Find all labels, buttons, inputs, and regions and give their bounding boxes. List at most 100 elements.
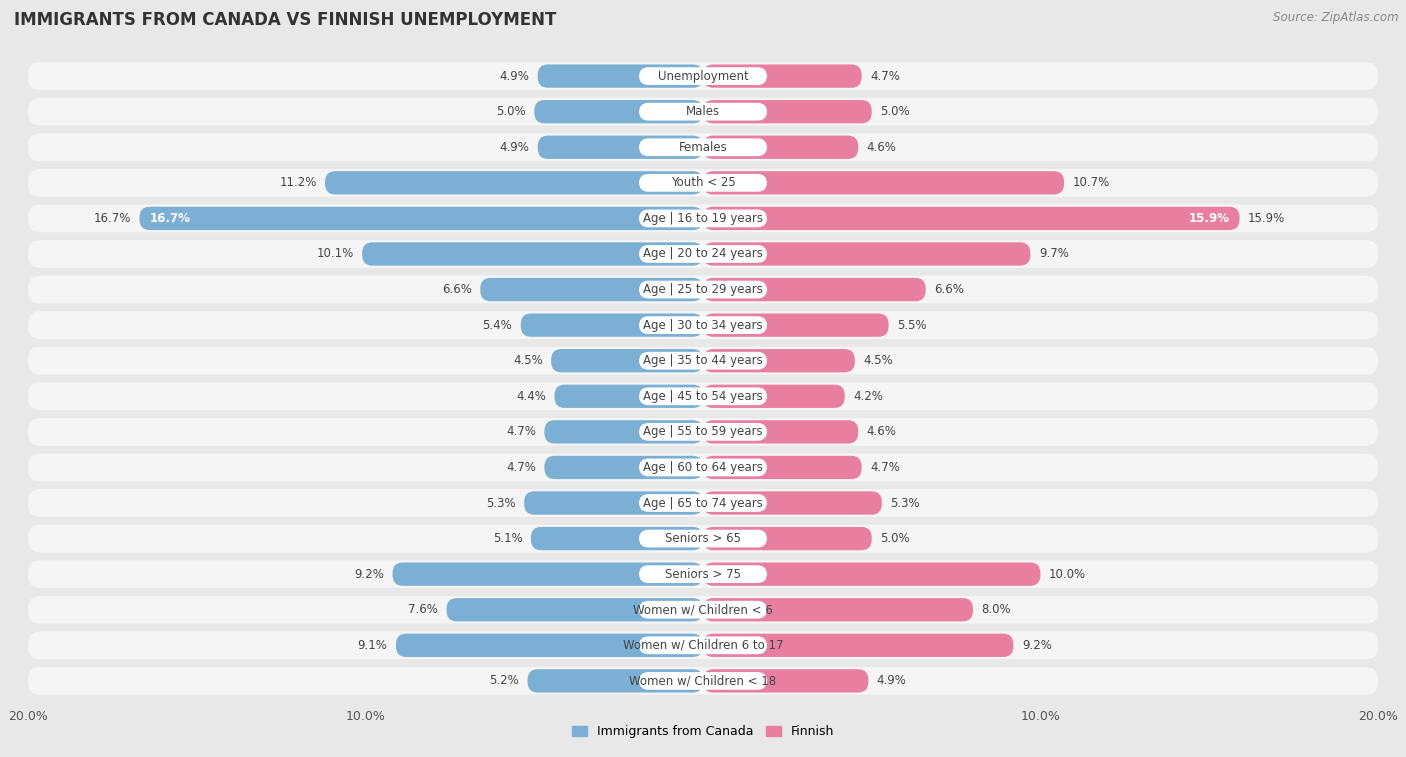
Text: 9.2%: 9.2% [1022, 639, 1052, 652]
FancyBboxPatch shape [28, 133, 1378, 161]
Text: Women w/ Children 6 to 17: Women w/ Children 6 to 17 [623, 639, 783, 652]
Text: 6.6%: 6.6% [441, 283, 472, 296]
FancyBboxPatch shape [638, 601, 768, 618]
Text: 16.7%: 16.7% [149, 212, 190, 225]
FancyBboxPatch shape [544, 420, 703, 444]
Text: 9.7%: 9.7% [1039, 248, 1069, 260]
Text: 4.9%: 4.9% [499, 141, 529, 154]
Text: Males: Males [686, 105, 720, 118]
FancyBboxPatch shape [638, 67, 768, 85]
FancyBboxPatch shape [520, 313, 703, 337]
Text: Women w/ Children < 6: Women w/ Children < 6 [633, 603, 773, 616]
FancyBboxPatch shape [554, 385, 703, 408]
FancyBboxPatch shape [28, 276, 1378, 304]
FancyBboxPatch shape [544, 456, 703, 479]
FancyBboxPatch shape [638, 103, 768, 120]
Text: 5.0%: 5.0% [496, 105, 526, 118]
FancyBboxPatch shape [534, 100, 703, 123]
FancyBboxPatch shape [703, 349, 855, 372]
FancyBboxPatch shape [703, 669, 869, 693]
FancyBboxPatch shape [28, 525, 1378, 553]
FancyBboxPatch shape [396, 634, 703, 657]
FancyBboxPatch shape [638, 174, 768, 192]
Text: 10.7%: 10.7% [1073, 176, 1109, 189]
Text: 5.0%: 5.0% [880, 105, 910, 118]
Text: Age | 45 to 54 years: Age | 45 to 54 years [643, 390, 763, 403]
Text: Age | 20 to 24 years: Age | 20 to 24 years [643, 248, 763, 260]
FancyBboxPatch shape [638, 316, 768, 334]
FancyBboxPatch shape [28, 382, 1378, 410]
Text: Women w/ Children < 18: Women w/ Children < 18 [630, 674, 776, 687]
Text: 16.7%: 16.7% [94, 212, 131, 225]
FancyBboxPatch shape [638, 210, 768, 227]
Text: 8.0%: 8.0% [981, 603, 1011, 616]
FancyBboxPatch shape [524, 491, 703, 515]
FancyBboxPatch shape [703, 207, 1240, 230]
FancyBboxPatch shape [638, 637, 768, 654]
Text: 11.2%: 11.2% [280, 176, 316, 189]
FancyBboxPatch shape [325, 171, 703, 195]
Text: 9.1%: 9.1% [357, 639, 388, 652]
FancyBboxPatch shape [703, 385, 845, 408]
FancyBboxPatch shape [28, 240, 1378, 268]
Text: 10.1%: 10.1% [316, 248, 354, 260]
Text: 4.9%: 4.9% [877, 674, 907, 687]
FancyBboxPatch shape [703, 171, 1064, 195]
FancyBboxPatch shape [531, 527, 703, 550]
FancyBboxPatch shape [638, 245, 768, 263]
FancyBboxPatch shape [703, 456, 862, 479]
Text: Source: ZipAtlas.com: Source: ZipAtlas.com [1274, 11, 1399, 24]
FancyBboxPatch shape [28, 204, 1378, 232]
Text: 4.5%: 4.5% [513, 354, 543, 367]
Text: Unemployment: Unemployment [658, 70, 748, 83]
Text: Age | 30 to 34 years: Age | 30 to 34 years [643, 319, 763, 332]
FancyBboxPatch shape [28, 98, 1378, 126]
FancyBboxPatch shape [703, 420, 858, 444]
FancyBboxPatch shape [28, 169, 1378, 197]
FancyBboxPatch shape [28, 560, 1378, 588]
FancyBboxPatch shape [638, 281, 768, 298]
FancyBboxPatch shape [703, 136, 858, 159]
FancyBboxPatch shape [638, 423, 768, 441]
FancyBboxPatch shape [638, 352, 768, 369]
Text: 4.6%: 4.6% [866, 141, 897, 154]
FancyBboxPatch shape [703, 598, 973, 621]
FancyBboxPatch shape [447, 598, 703, 621]
FancyBboxPatch shape [638, 139, 768, 156]
Text: Age | 60 to 64 years: Age | 60 to 64 years [643, 461, 763, 474]
Text: 4.6%: 4.6% [866, 425, 897, 438]
Text: Seniors > 75: Seniors > 75 [665, 568, 741, 581]
FancyBboxPatch shape [28, 667, 1378, 695]
Text: 4.7%: 4.7% [870, 70, 900, 83]
Text: 10.0%: 10.0% [1049, 568, 1085, 581]
FancyBboxPatch shape [28, 453, 1378, 481]
FancyBboxPatch shape [537, 64, 703, 88]
Text: 4.9%: 4.9% [499, 70, 529, 83]
Text: 15.9%: 15.9% [1188, 212, 1229, 225]
FancyBboxPatch shape [638, 530, 768, 547]
FancyBboxPatch shape [551, 349, 703, 372]
Text: 4.2%: 4.2% [853, 390, 883, 403]
FancyBboxPatch shape [703, 100, 872, 123]
FancyBboxPatch shape [28, 631, 1378, 659]
Text: 5.3%: 5.3% [890, 497, 920, 509]
Text: 15.9%: 15.9% [1249, 212, 1285, 225]
Text: Age | 55 to 59 years: Age | 55 to 59 years [643, 425, 763, 438]
Text: Age | 65 to 74 years: Age | 65 to 74 years [643, 497, 763, 509]
Text: 5.1%: 5.1% [492, 532, 523, 545]
FancyBboxPatch shape [703, 242, 1031, 266]
FancyBboxPatch shape [527, 669, 703, 693]
FancyBboxPatch shape [139, 207, 703, 230]
FancyBboxPatch shape [28, 347, 1378, 375]
Text: 5.0%: 5.0% [880, 532, 910, 545]
FancyBboxPatch shape [703, 313, 889, 337]
Text: IMMIGRANTS FROM CANADA VS FINNISH UNEMPLOYMENT: IMMIGRANTS FROM CANADA VS FINNISH UNEMPL… [14, 11, 557, 30]
Text: 5.5%: 5.5% [897, 319, 927, 332]
Text: 5.2%: 5.2% [489, 674, 519, 687]
FancyBboxPatch shape [28, 311, 1378, 339]
Text: Age | 16 to 19 years: Age | 16 to 19 years [643, 212, 763, 225]
Text: 4.5%: 4.5% [863, 354, 893, 367]
FancyBboxPatch shape [703, 278, 925, 301]
Text: 6.6%: 6.6% [934, 283, 965, 296]
FancyBboxPatch shape [638, 459, 768, 476]
